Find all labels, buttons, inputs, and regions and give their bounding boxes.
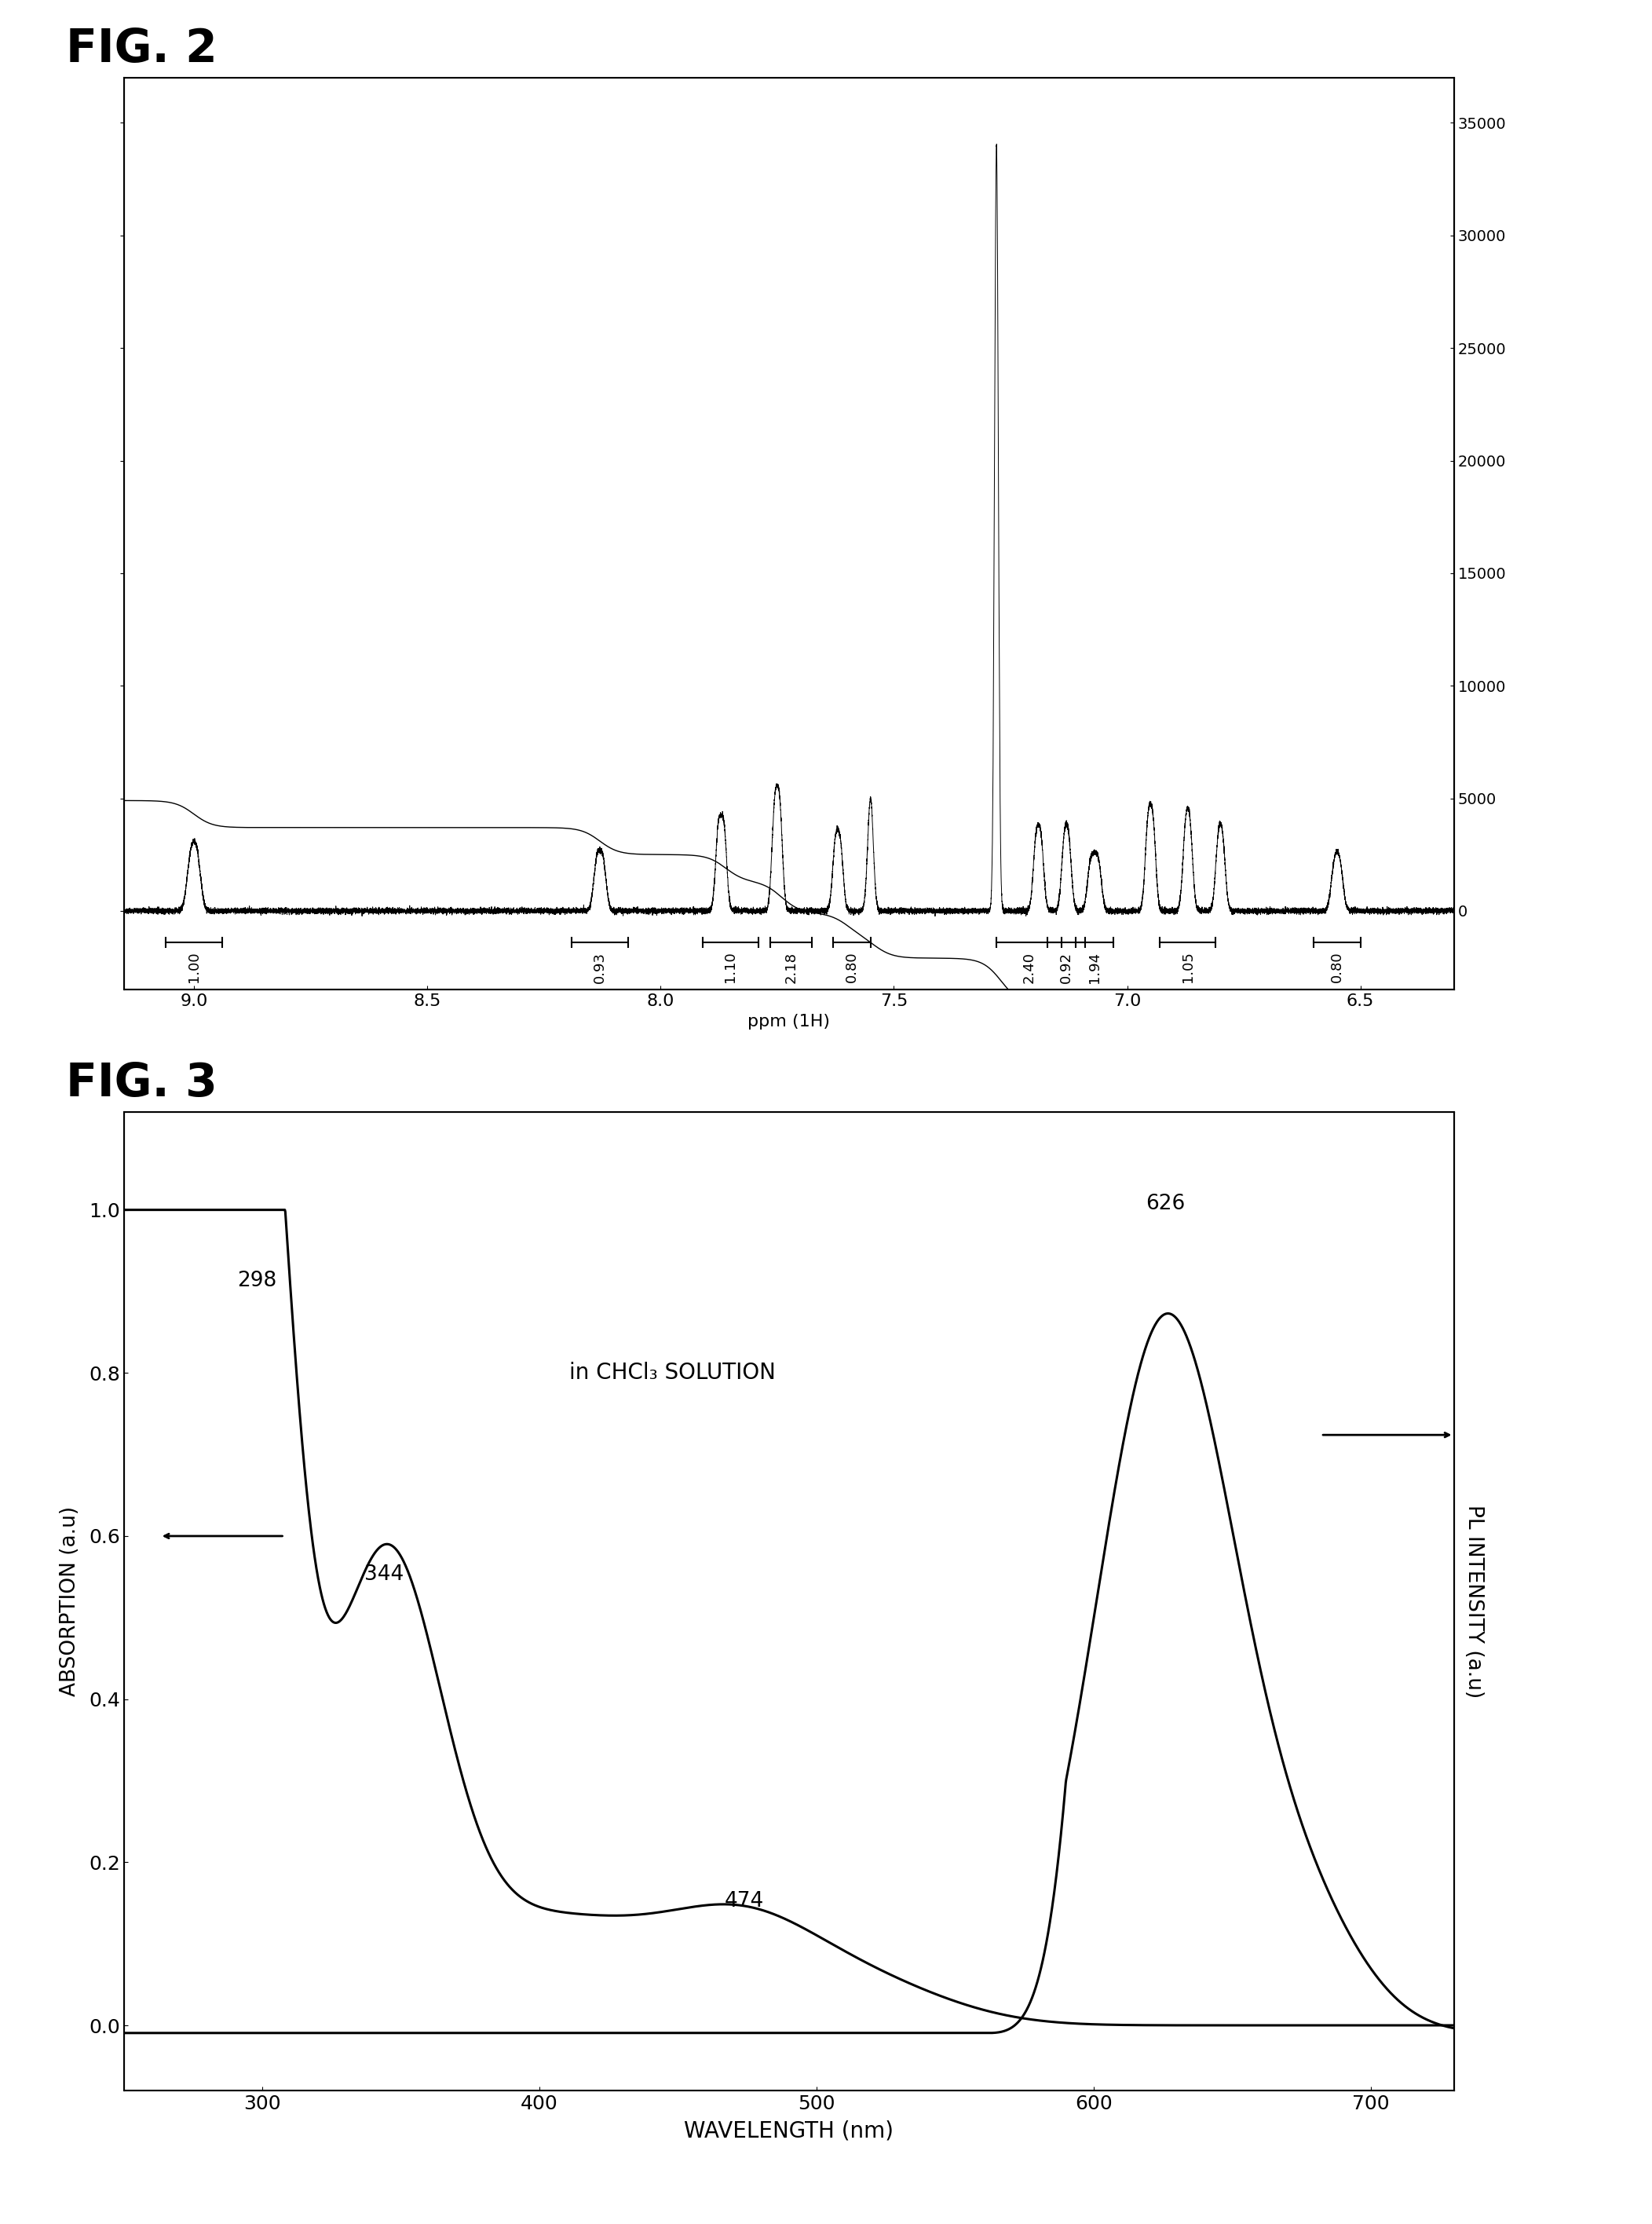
Text: 0.80: 0.80 [844, 952, 859, 983]
Y-axis label: PL INTENSITY (a.u): PL INTENSITY (a.u) [1464, 1506, 1483, 1697]
Text: 2.40: 2.40 [1023, 952, 1036, 983]
Y-axis label: ABSORPTION (a.u): ABSORPTION (a.u) [59, 1506, 79, 1697]
Text: 1.94: 1.94 [1087, 952, 1102, 983]
Text: 0.92: 0.92 [1059, 952, 1074, 983]
Text: FIG. 2: FIG. 2 [66, 27, 218, 71]
Text: 1.00: 1.00 [187, 952, 202, 983]
Text: 298: 298 [238, 1270, 276, 1292]
Text: 626: 626 [1146, 1194, 1186, 1214]
Text: 0.93: 0.93 [593, 952, 606, 983]
Text: 1.10: 1.10 [724, 952, 737, 983]
Text: FIG. 3: FIG. 3 [66, 1061, 218, 1105]
Text: 344: 344 [365, 1563, 405, 1586]
Text: 2.18: 2.18 [785, 952, 798, 983]
Text: in CHCl₃ SOLUTION: in CHCl₃ SOLUTION [570, 1361, 776, 1383]
X-axis label: ppm (1H): ppm (1H) [748, 1014, 829, 1030]
Text: 1.05: 1.05 [1181, 952, 1194, 983]
Text: 474: 474 [725, 1890, 765, 1910]
X-axis label: WAVELENGTH (nm): WAVELENGTH (nm) [684, 2119, 894, 2142]
Text: 0.80: 0.80 [1330, 952, 1345, 983]
